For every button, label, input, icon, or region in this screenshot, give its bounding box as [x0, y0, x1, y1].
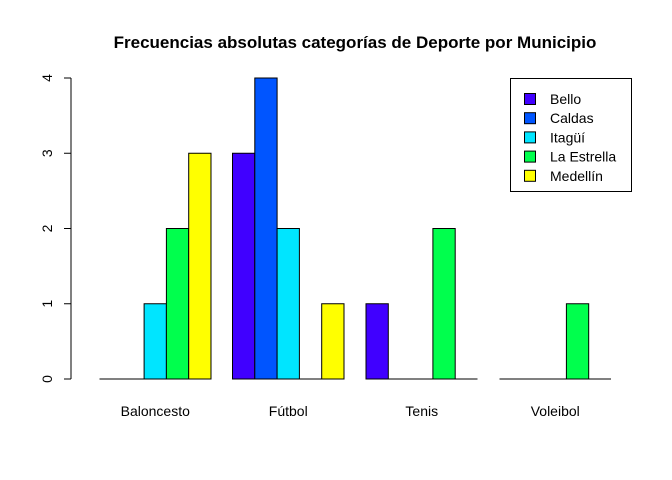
- x-tick-label: Baloncesto: [121, 403, 190, 419]
- chart-title: Frecuencias absolutas categorías de Depo…: [114, 33, 597, 52]
- y-tick-label: 2: [39, 224, 55, 232]
- legend-label: Caldas: [550, 110, 594, 126]
- legend-label: Medellín: [550, 168, 603, 184]
- legend-label: La Estrella: [550, 149, 616, 165]
- legend-swatch: [524, 131, 536, 144]
- bar: [254, 77, 278, 380]
- bar: [165, 228, 190, 380]
- bar: [143, 303, 167, 380]
- y-tick-label: 4: [39, 74, 55, 82]
- legend: Bello Caldas Itagüí La Estrella Medellín: [510, 78, 632, 192]
- legend-swatch: [524, 150, 536, 163]
- bar: [365, 303, 389, 380]
- legend-label: Itagüí: [550, 129, 585, 145]
- legend-label: Bello: [550, 91, 581, 107]
- bar: [276, 228, 300, 380]
- legend-swatch: [524, 112, 536, 125]
- y-tick-label: 3: [39, 149, 55, 157]
- legend-swatch: [524, 93, 536, 105]
- y-tick-label: 0: [39, 375, 55, 383]
- x-tick-label: Voleibol: [531, 403, 580, 419]
- x-tick-label: Tenis: [405, 403, 438, 419]
- y-axis: 0 1 2 3 4: [39, 74, 72, 383]
- bar: [188, 152, 212, 380]
- bar: [321, 303, 345, 380]
- bar: [232, 152, 256, 380]
- bar: [565, 303, 590, 380]
- bars: [143, 77, 590, 380]
- x-tick-label: Fútbol: [269, 403, 308, 419]
- legend-swatch: [524, 169, 536, 182]
- category-labels: Baloncesto Fútbol Tenis Voleibol: [121, 403, 580, 419]
- bar: [432, 228, 456, 380]
- y-tick-label: 1: [39, 300, 55, 308]
